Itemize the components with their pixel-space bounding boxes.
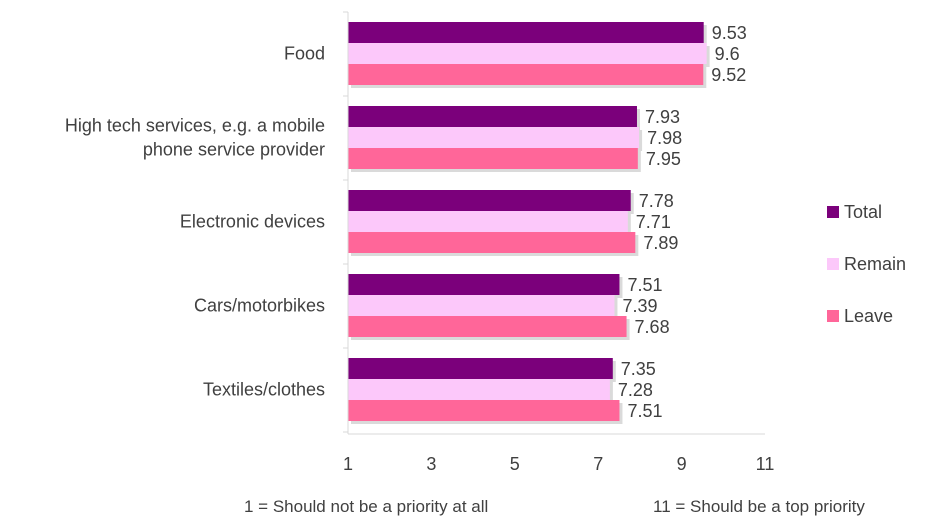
bar-leave: [348, 232, 636, 253]
data-label: 9.6: [715, 44, 740, 64]
bar-remain: [348, 379, 610, 400]
data-label: 7.68: [635, 317, 670, 337]
x-tick-label: 9: [677, 454, 687, 474]
category-label: Electronic devices: [180, 212, 325, 232]
x-tick-label: 7: [593, 454, 603, 474]
x-tick-label: 11: [756, 454, 775, 474]
bar-leave: [348, 64, 704, 85]
data-label: 7.93: [645, 107, 680, 127]
bar-total: [348, 190, 631, 211]
data-label: 7.89: [643, 233, 678, 253]
bar-remain: [348, 43, 707, 64]
legend-label-leave: Leave: [844, 306, 893, 326]
category-label: Cars/motorbikes: [194, 296, 325, 316]
category-label: Food: [284, 44, 325, 64]
legend-label-remain: Remain: [844, 254, 906, 274]
data-label: 7.51: [627, 401, 662, 421]
data-label: 9.52: [711, 65, 746, 85]
bar-total: [348, 274, 620, 295]
x-tick-label: 1: [343, 454, 353, 474]
bar-remain: [348, 211, 628, 232]
data-label: 7.71: [636, 212, 671, 232]
scale-note-low: 1 = Should not be a priority at all: [244, 497, 489, 516]
data-label: 9.53: [712, 23, 747, 43]
bar-leave: [348, 400, 620, 421]
data-label: 7.95: [646, 149, 681, 169]
data-label: 7.98: [647, 128, 682, 148]
bar-remain: [348, 127, 640, 148]
x-tick-label: 3: [426, 454, 436, 474]
legend-swatch-total: [827, 206, 839, 218]
scale-note-high: 11 = Should be a top priority: [653, 497, 865, 516]
bar-total: [348, 22, 704, 43]
category-label: Textiles/clothes: [203, 380, 325, 400]
data-label: 7.39: [622, 296, 657, 316]
data-label: 7.28: [618, 380, 653, 400]
data-label: 7.51: [627, 275, 662, 295]
bar-total: [348, 106, 637, 127]
category-label: phone service provider: [143, 140, 325, 160]
data-label: 7.35: [621, 359, 656, 379]
bar-remain: [348, 295, 615, 316]
legend-swatch-leave: [827, 310, 839, 322]
data-label: 7.78: [639, 191, 674, 211]
category-label: High tech services, e.g. a mobile: [65, 116, 325, 136]
x-tick-label: 5: [510, 454, 520, 474]
bar-leave: [348, 316, 627, 337]
bar-leave: [348, 148, 638, 169]
legend-label-total: Total: [844, 202, 882, 222]
bar-total: [348, 358, 613, 379]
legend-swatch-remain: [827, 258, 839, 270]
